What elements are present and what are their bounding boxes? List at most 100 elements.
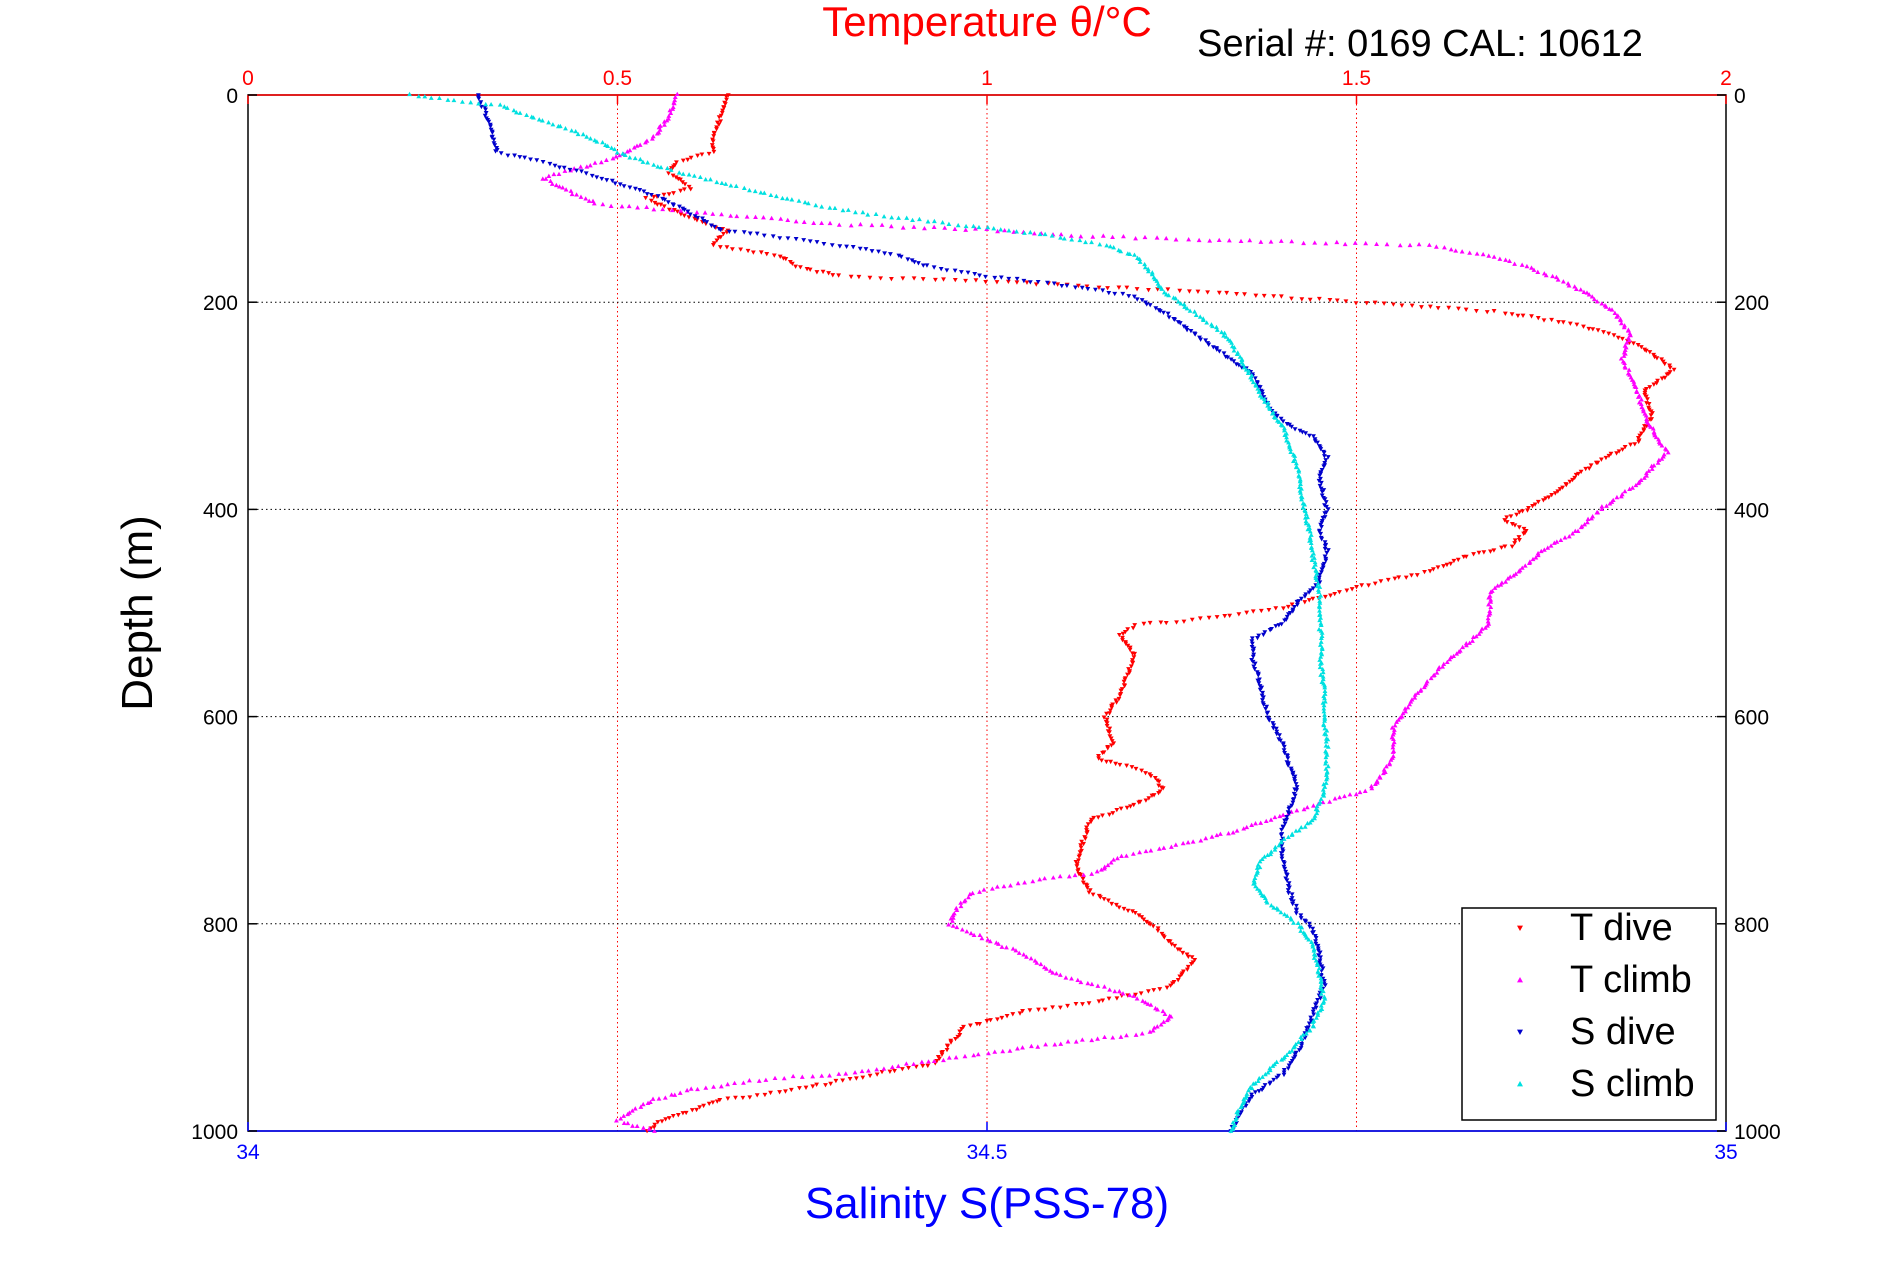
data-point: [1318, 635, 1324, 640]
data-point: [1409, 303, 1415, 308]
data-point: [1196, 237, 1202, 243]
data-point: [1309, 557, 1315, 562]
data-point: [1157, 309, 1163, 314]
data-point: [810, 1084, 816, 1089]
y-axis-title: Depth (m): [113, 515, 162, 711]
data-point: [1648, 413, 1654, 418]
data-point: [1298, 596, 1304, 602]
data-point: [1243, 367, 1249, 372]
y-axis-tick-label-right: 0: [1734, 85, 1746, 108]
data-point: [683, 1110, 689, 1116]
data-point: [814, 1082, 820, 1087]
data-point: [756, 1078, 762, 1083]
data-point: [1409, 573, 1414, 578]
data-point: [1667, 365, 1673, 371]
data-point: [1267, 1081, 1273, 1087]
data-point: [1148, 848, 1154, 853]
data-point: [621, 1113, 627, 1118]
data-point: [1161, 290, 1167, 295]
data-point: [1441, 564, 1446, 569]
data-point: [1288, 449, 1294, 455]
data-point: [807, 267, 813, 272]
data-point: [1127, 647, 1133, 653]
data-point: [889, 1064, 895, 1070]
data-point: [1237, 354, 1243, 359]
data-point: [1459, 249, 1465, 254]
data-point: [681, 187, 687, 192]
y-axis-tick-label-left: 800: [203, 914, 238, 937]
data-point: [1282, 911, 1288, 917]
data-point: [837, 244, 843, 249]
data-point: [1476, 631, 1482, 636]
data-point: [1273, 606, 1279, 611]
data-point: [950, 918, 955, 923]
y-axis-tick-label-right: 400: [1734, 499, 1769, 522]
data-point: [1343, 299, 1349, 304]
data-point: [1080, 876, 1086, 882]
data-point: [1244, 1091, 1250, 1096]
data-point: [1524, 263, 1530, 269]
data-point: [1255, 678, 1261, 683]
data-point: [827, 220, 833, 226]
data-point: [1069, 237, 1075, 242]
data-point: [605, 143, 611, 148]
data-point: [1001, 883, 1007, 889]
data-point: [1294, 599, 1300, 605]
data-point: [1059, 283, 1065, 289]
data-point: [1316, 587, 1321, 592]
data-point: [1633, 482, 1639, 488]
data-point: [769, 215, 775, 221]
data-point: [853, 209, 858, 215]
data-point: [959, 927, 965, 932]
data-point: [622, 152, 628, 157]
data-point: [1147, 1029, 1153, 1034]
data-point: [700, 216, 705, 221]
data-point: [1231, 344, 1237, 350]
data-point: [1118, 1034, 1124, 1039]
data-point: [1300, 1032, 1306, 1037]
data-point: [1543, 496, 1549, 501]
data-point: [1168, 983, 1174, 988]
data-point: [1318, 973, 1324, 979]
data-point: [1570, 531, 1575, 536]
data-point: [1136, 800, 1142, 805]
data-point: [1020, 1009, 1025, 1014]
data-point: [1279, 1057, 1285, 1062]
data-point: [1286, 761, 1291, 766]
data-point: [609, 178, 615, 184]
top-axis-tick-label: 1.5: [1342, 67, 1371, 90]
data-point: [684, 1087, 690, 1093]
data-point: [609, 145, 615, 150]
data-point: [492, 143, 498, 148]
data-point: [1090, 892, 1096, 897]
data-point: [1662, 361, 1668, 367]
data-point: [852, 1070, 858, 1075]
data-point: [1292, 774, 1298, 779]
data-point: [666, 1116, 672, 1121]
data-point: [1557, 487, 1563, 492]
data-point: [664, 118, 670, 123]
data-point: [1267, 406, 1273, 411]
data-point: [1314, 1015, 1319, 1020]
data-point: [1278, 840, 1284, 845]
data-point: [783, 256, 789, 262]
data-point: [658, 164, 664, 170]
data-point: [1298, 481, 1303, 486]
data-point: [1296, 1039, 1301, 1045]
data-point: [1238, 238, 1244, 244]
data-point: [1277, 733, 1282, 738]
data-point: [1107, 734, 1113, 739]
data-point: [1229, 340, 1235, 345]
data-point: [1312, 813, 1318, 818]
data-point: [1035, 1044, 1041, 1049]
data-point: [1145, 266, 1151, 271]
data-point: [1180, 840, 1186, 846]
data-point: [1241, 365, 1247, 370]
data-point: [1132, 910, 1138, 916]
data-point: [1306, 1021, 1312, 1026]
data-point: [632, 155, 638, 161]
data-point: [1281, 836, 1287, 841]
data-point: [1585, 516, 1591, 521]
data-point: [1138, 991, 1144, 996]
data-point: [1234, 351, 1240, 357]
